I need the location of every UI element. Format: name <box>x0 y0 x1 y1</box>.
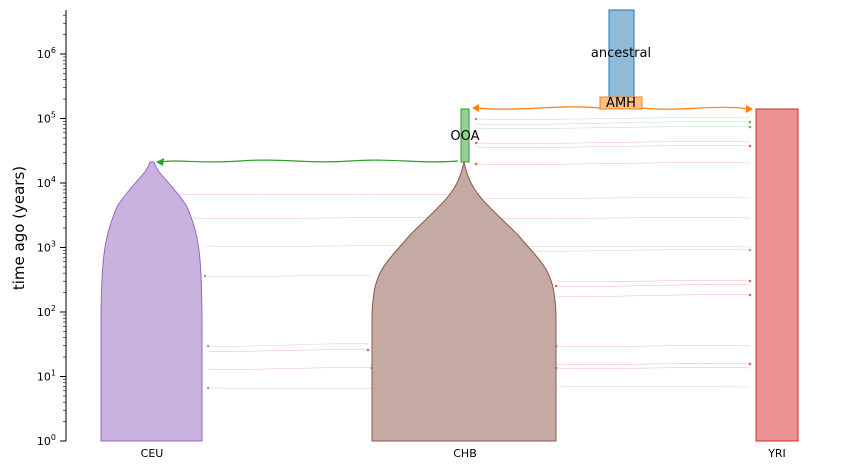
migration-arrowhead-20 <box>748 362 752 366</box>
amh-to-ooa-arrowhead <box>472 104 479 112</box>
x-label-yri: YRI <box>767 447 786 460</box>
migration-line-21 <box>555 367 751 369</box>
y-tick-labels: 100 101 102 103 104 105 106 <box>37 14 66 448</box>
x-label-ceu: CEU <box>141 447 164 460</box>
y-tick-label-2: 102 <box>37 304 56 319</box>
migration-line-4 <box>475 145 751 148</box>
migration-line-7 <box>469 197 751 199</box>
deme-amh-bar <box>599 96 643 110</box>
migration-arrowhead-1 <box>474 117 478 121</box>
deme-chb-shape <box>371 161 557 442</box>
migration-line-5 <box>475 162 751 165</box>
deme-amh-label: AMH <box>606 96 636 111</box>
migration-arrowhead-17 <box>206 344 210 348</box>
migration-arrowhead-14 <box>748 279 752 283</box>
y-tick-label-6: 106 <box>37 46 56 61</box>
deme-ooa-bar <box>460 108 470 163</box>
deme-ancestral-bar <box>608 9 635 98</box>
deme-ceu-shape <box>100 161 203 442</box>
deme-ancestral-label: ancestral <box>591 46 651 61</box>
migration-arrowhead-13 <box>203 274 207 278</box>
deme-yri-bar <box>755 108 799 442</box>
migration-lines <box>175 117 752 390</box>
migration-line-1 <box>475 117 751 120</box>
ooa-to-ceu-arrow <box>159 159 459 163</box>
migration-line-14 <box>555 280 751 282</box>
migration-line-8 <box>189 217 461 219</box>
migration-line-22 <box>207 367 373 370</box>
migration-line-2 <box>475 126 751 129</box>
y-tick-label-5: 105 <box>37 111 56 126</box>
migration-arrowhead-2 <box>748 125 752 129</box>
y-tick-label-4: 104 <box>37 175 56 190</box>
migration-line-0 <box>475 121 751 125</box>
y-tick-label-0: 100 <box>37 433 56 448</box>
amh-to-yri-arrow <box>475 106 751 110</box>
y-tick-label-3: 103 <box>37 240 56 255</box>
migration-arrowhead-18 <box>366 348 370 352</box>
migration-arrowhead-23 <box>206 386 210 390</box>
migration-arrowhead-16 <box>748 293 752 297</box>
amh-to-yri-arrowhead <box>746 105 753 113</box>
y-axis-label: time ago (years) <box>10 166 28 290</box>
migration-arrowhead-15 <box>554 284 558 288</box>
migration-line-17 <box>207 343 369 347</box>
migration-line-15 <box>555 284 751 287</box>
migration-line-9 <box>475 217 751 219</box>
migration-line-19 <box>555 345 751 347</box>
migration-line-13 <box>204 275 373 277</box>
migration-line-18 <box>207 349 369 352</box>
migration-arrowhead-3 <box>474 141 478 145</box>
migration-line-20 <box>555 363 751 365</box>
migration-arrowhead-0 <box>748 120 752 124</box>
y-tick-label-1: 101 <box>37 369 56 384</box>
ooa-to-ceu-arrowhead <box>156 158 164 166</box>
migration-line-16 <box>555 294 751 297</box>
migration-arrowhead-4 <box>748 144 752 148</box>
migration-line-6 <box>175 193 461 196</box>
demes <box>100 9 799 442</box>
ancestry-arrows <box>156 104 753 166</box>
migration-arrowhead-5 <box>474 162 478 166</box>
x-label-chb: CHB <box>453 447 477 460</box>
deme-ooa-label: OOA <box>450 129 479 144</box>
migration-line-3 <box>475 141 751 144</box>
migration-arrowhead-12 <box>748 248 752 252</box>
